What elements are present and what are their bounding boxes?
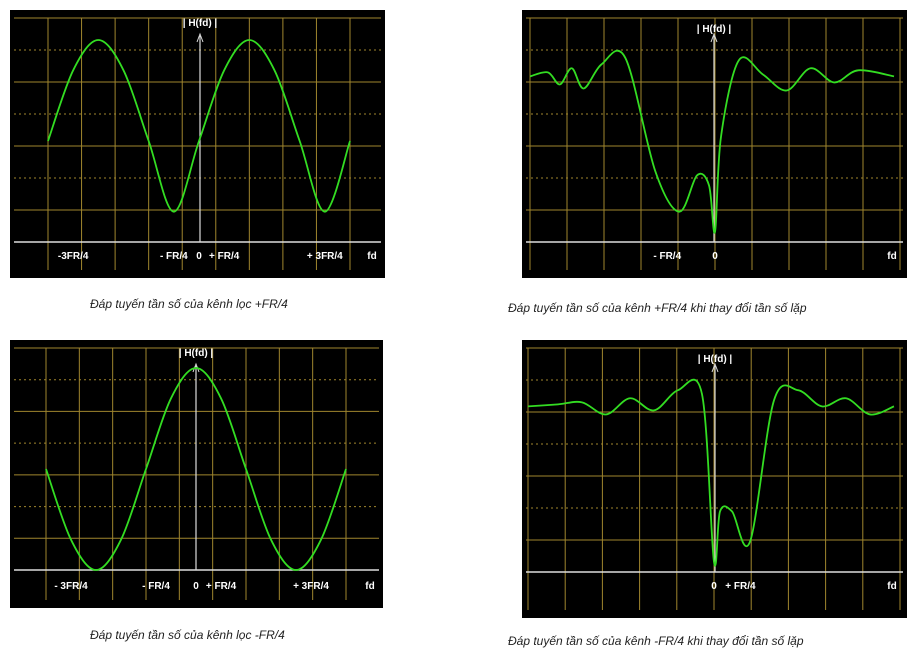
- response-curve: [45, 367, 347, 571]
- caption-3: Đáp tuyến tần số của kênh lọc -FR/4: [90, 628, 285, 642]
- y-axis-label: | H(fd) |: [179, 348, 214, 359]
- tick-label: - FR/4: [160, 251, 188, 262]
- tick-label: + 3FR/4: [307, 251, 343, 262]
- tick-label: 0: [712, 251, 718, 262]
- y-axis-arrow-icon: [710, 32, 718, 43]
- caption-4: Đáp tuyến tần số của kênh -FR/4 khi thay…: [508, 634, 804, 648]
- tick-label: 0: [711, 581, 717, 592]
- chart-4: | H(fd) | fd 0 + FR/4: [526, 347, 903, 610]
- x-axis-label: fd: [887, 581, 896, 592]
- chart-1: | H(fd) | fd -3FR/4 - FR/4 0 + FR/4 + 3FR/4: [14, 17, 381, 270]
- response-curve: [527, 378, 895, 567]
- y-axis-label: | H(fd) |: [698, 354, 733, 365]
- tick-label: 0: [193, 581, 199, 592]
- y-axis-label: | H(fd) |: [183, 18, 218, 29]
- response-curve: [529, 49, 895, 234]
- tick-label: + FR/4: [209, 251, 240, 262]
- tick-label: - 3FR/4: [54, 581, 88, 592]
- chart-panel-2: | H(fd) | fd - FR/4 0: [522, 10, 907, 278]
- tick-label: + 3FR/4: [293, 581, 329, 592]
- chart-panel-3: | H(fd) | fd - 3FR/4 - FR/4 0 + FR/4 + 3FR/4: [10, 340, 383, 608]
- x-axis-label: fd: [365, 581, 374, 592]
- chart-panel-1: | H(fd) | fd -3FR/4 - FR/4 0 + FR/4 + 3FR/4: [10, 10, 385, 278]
- grid: [526, 17, 903, 270]
- caption-2: Đáp tuyến tần số của kênh +FR/4 khi thay…: [508, 301, 807, 315]
- tick-label: - FR/4: [653, 251, 681, 262]
- x-axis-label: fd: [367, 251, 376, 262]
- tick-label: + FR/4: [725, 581, 756, 592]
- y-axis-label: | H(fd) |: [697, 24, 732, 35]
- chart-2: | H(fd) | fd - FR/4 0: [526, 17, 903, 270]
- x-axis-label: fd: [887, 251, 896, 262]
- response-curve: [47, 39, 351, 213]
- y-axis-arrow-icon: [196, 32, 204, 43]
- chart-3: | H(fd) | fd - 3FR/4 - FR/4 0 + FR/4 + 3FR/4: [14, 347, 379, 600]
- y-axis-arrow-icon: [192, 362, 200, 373]
- caption-1: Đáp tuyến tần số của kênh lọc +FR/4: [90, 297, 288, 311]
- tick-label: 0: [196, 251, 202, 262]
- y-axis-arrow-icon: [711, 362, 719, 373]
- tick-label: + FR/4: [206, 581, 237, 592]
- tick-label: - FR/4: [142, 581, 170, 592]
- chart-panel-4: | H(fd) | fd 0 + FR/4: [522, 340, 907, 618]
- tick-label: -3FR/4: [58, 251, 89, 262]
